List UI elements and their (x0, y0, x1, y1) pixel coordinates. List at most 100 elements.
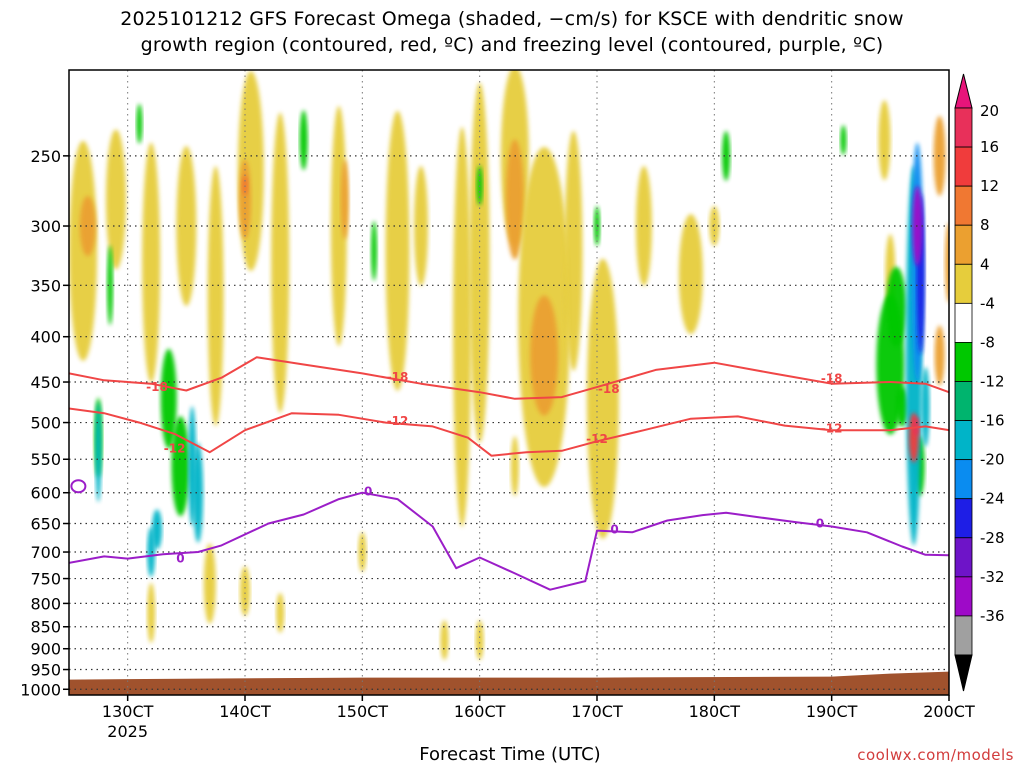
freezing-level-line (69, 491, 949, 591)
y-tick-label: 300 (30, 217, 61, 236)
x-tick-label: 190CT (806, 702, 858, 721)
omega-cell (903, 19, 913, 39)
isotherm-label: -18 (598, 382, 620, 396)
colorbar-label: -36 (980, 607, 1005, 625)
isotherm-label: -18 (146, 380, 168, 394)
omega-cell (440, 620, 449, 661)
omega-cell (193, 442, 204, 543)
freezing-level-label: 0 (816, 517, 824, 531)
omega-cell (299, 110, 308, 171)
colorbar-label: -24 (980, 490, 1005, 508)
colorbar: 20 16 12 8 4 -4 -8 -12 -16 -20 -24 -28 -32 -36 (954, 73, 1005, 692)
x-tick-label: 130CT (102, 702, 154, 721)
x-tick-label: 140CT (219, 702, 271, 721)
omega-cell (340, 159, 349, 240)
colorbar-label: 8 (980, 216, 990, 234)
freezing-level-ring (70, 479, 87, 494)
chart-title: 2025101212 GFS Forecast Omega (shaded, −… (0, 6, 1024, 58)
y-tick-label: 700 (30, 543, 61, 562)
isotherm-line (69, 407, 949, 457)
omega-cell (934, 325, 945, 386)
omega-cell (239, 159, 251, 240)
omega-cell (878, 100, 891, 181)
x-axis-label: Forecast Time (UTC) (419, 744, 601, 765)
isotherm-line (69, 356, 949, 400)
omega-cell (79, 196, 96, 257)
y-tick-label: 500 (30, 414, 61, 433)
omega-cell (840, 125, 847, 156)
omega-cell (136, 103, 143, 144)
colorbar-swatch (954, 615, 973, 656)
omega-cell (203, 543, 216, 624)
isotherm-label: -18 (387, 370, 409, 384)
chart-title-line2: growth region (contoured, red, ºC) and f… (140, 34, 884, 56)
freezing-level-label: 0 (610, 522, 618, 536)
omega-cell (476, 165, 483, 206)
colorbar-swatch (954, 224, 973, 265)
colorbar-label: 12 (980, 177, 999, 195)
omega-cell (564, 130, 583, 371)
omega-cell (385, 110, 410, 391)
y-tick-label: 550 (30, 450, 61, 469)
omega-cell (95, 402, 102, 503)
chart-title-line1: 2025101212 GFS Forecast Omega (shaded, −… (120, 8, 904, 30)
colorbar-swatch (954, 107, 973, 148)
y-tick-label: 350 (30, 276, 61, 295)
omega-cell (475, 620, 484, 661)
isotherm-label: -12 (821, 422, 843, 436)
omega-cell (171, 416, 190, 517)
omega-cell (886, 266, 907, 347)
x-tick-label: 160CT (454, 702, 506, 721)
colorbar-label: -8 (980, 333, 995, 351)
colorbar-swatch (954, 537, 973, 578)
colorbar-label: -4 (980, 294, 995, 312)
colorbar-swatch (954, 576, 973, 617)
y-tick-label: 800 (30, 594, 61, 613)
colorbar-label: 20 (980, 102, 999, 120)
colorbar-label: -12 (980, 373, 1005, 391)
omega-shading (69, 19, 949, 661)
omega-cell (147, 582, 156, 643)
y-tick-label: 650 (30, 515, 61, 534)
omega-cell (69, 140, 98, 361)
omega-cell (933, 115, 946, 196)
omega-cell (160, 348, 177, 449)
grid-lines (69, 70, 949, 695)
colorbar-swatch (954, 185, 973, 226)
contour-lines: -18 -18 -18 -18 -12 -12 -12 -12 0 0 0 0 (69, 356, 949, 591)
y-tick-label: 850 (30, 618, 61, 637)
colorbar-swatch (954, 342, 973, 382)
colorbar-swatch (954, 459, 973, 500)
colorbar-swatch (954, 420, 973, 461)
omega-cell (921, 366, 930, 447)
omega-cell (240, 566, 250, 617)
source-credit: coolwx.com/models (857, 746, 1014, 764)
omega-cell (371, 220, 378, 281)
colorbar-bottom-arrow (954, 654, 973, 692)
omega-cell (678, 214, 703, 335)
colorbar-label: 16 (980, 138, 999, 156)
omega-cell (207, 166, 224, 427)
x-tick-label: 150CT (337, 702, 389, 721)
omega-cell (105, 129, 126, 270)
omega-cell (510, 436, 519, 497)
x-year-label: 2025 (107, 722, 148, 741)
omega-cell (709, 206, 720, 247)
x-tick-label: 170CT (571, 702, 623, 721)
colorbar-swatch (954, 381, 973, 421)
isotherm-label: -12 (586, 432, 608, 446)
x-tick-label: 200CT (923, 702, 975, 721)
isotherm-label: -12 (387, 414, 409, 428)
x-axis: 130CT 140CT 150CT 160CT 170CT 180CT 190CT 200CT… (102, 695, 975, 741)
y-tick-label: 450 (30, 373, 61, 392)
colorbar-label: -16 (980, 412, 1005, 430)
colorbar-swatch (954, 146, 973, 187)
omega-cell (586, 258, 619, 539)
omega-cell (271, 112, 290, 413)
omega-cell (635, 166, 652, 287)
colorbar-label: -20 (980, 451, 1005, 469)
colorbar-swatch (954, 498, 973, 539)
omega-cell (142, 142, 161, 383)
y-tick-label: 750 (30, 570, 61, 589)
isotherm-label: -12 (164, 442, 186, 456)
